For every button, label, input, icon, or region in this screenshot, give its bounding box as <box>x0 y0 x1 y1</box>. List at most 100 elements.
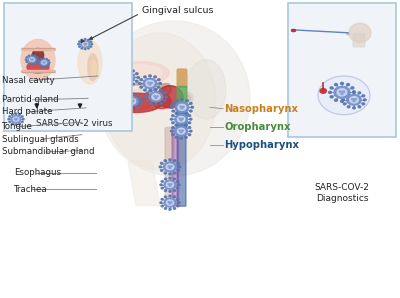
Circle shape <box>161 181 163 182</box>
Circle shape <box>160 170 163 171</box>
Circle shape <box>106 68 108 69</box>
Circle shape <box>13 117 19 121</box>
Circle shape <box>136 73 138 74</box>
Circle shape <box>161 187 163 189</box>
Circle shape <box>26 57 28 58</box>
Ellipse shape <box>32 49 44 62</box>
Circle shape <box>177 187 179 189</box>
Circle shape <box>117 121 119 122</box>
Circle shape <box>177 170 180 171</box>
Circle shape <box>154 96 155 97</box>
Text: Trachea: Trachea <box>14 185 48 194</box>
Circle shape <box>34 55 36 56</box>
Circle shape <box>174 190 176 191</box>
FancyBboxPatch shape <box>288 3 396 137</box>
Circle shape <box>116 104 124 110</box>
Circle shape <box>136 107 138 108</box>
Ellipse shape <box>88 54 98 80</box>
Circle shape <box>110 110 113 112</box>
Circle shape <box>164 92 166 94</box>
Circle shape <box>180 106 181 107</box>
Circle shape <box>91 44 92 45</box>
Circle shape <box>28 55 30 56</box>
Ellipse shape <box>92 60 96 77</box>
Circle shape <box>114 65 122 72</box>
Circle shape <box>185 112 187 114</box>
Circle shape <box>122 108 124 110</box>
Ellipse shape <box>21 40 55 80</box>
Circle shape <box>169 209 171 210</box>
Ellipse shape <box>98 21 250 176</box>
Ellipse shape <box>115 62 169 84</box>
Circle shape <box>168 184 170 185</box>
Circle shape <box>127 78 129 79</box>
Circle shape <box>160 162 163 164</box>
Circle shape <box>38 62 39 63</box>
Ellipse shape <box>183 92 193 104</box>
Circle shape <box>122 60 125 63</box>
Circle shape <box>159 83 162 84</box>
Circle shape <box>107 72 110 74</box>
Circle shape <box>164 100 166 102</box>
Circle shape <box>111 60 114 63</box>
Circle shape <box>140 86 142 88</box>
Circle shape <box>152 94 160 100</box>
Circle shape <box>137 77 140 78</box>
Circle shape <box>351 87 354 89</box>
Circle shape <box>353 91 355 93</box>
Circle shape <box>132 70 134 72</box>
Circle shape <box>22 119 24 120</box>
Circle shape <box>43 58 45 59</box>
Circle shape <box>180 125 182 127</box>
Circle shape <box>330 96 333 98</box>
Circle shape <box>160 103 162 104</box>
Circle shape <box>190 130 192 132</box>
Circle shape <box>175 112 178 114</box>
Text: Esophagus: Esophagus <box>14 168 61 177</box>
Circle shape <box>21 116 23 117</box>
Circle shape <box>174 196 176 198</box>
Circle shape <box>88 48 89 49</box>
Circle shape <box>146 92 148 94</box>
Circle shape <box>160 184 162 186</box>
Text: Tongue: Tongue <box>2 122 33 131</box>
Circle shape <box>175 136 178 138</box>
Circle shape <box>176 100 178 102</box>
Circle shape <box>346 83 350 86</box>
Circle shape <box>36 57 38 58</box>
Circle shape <box>48 60 49 61</box>
Circle shape <box>15 113 17 114</box>
Text: Gingival sulcus: Gingival sulcus <box>142 6 214 15</box>
Circle shape <box>42 61 46 64</box>
Circle shape <box>126 63 129 66</box>
Circle shape <box>334 99 338 101</box>
Ellipse shape <box>153 94 171 109</box>
Circle shape <box>340 100 344 103</box>
Circle shape <box>109 106 112 108</box>
Circle shape <box>172 115 174 117</box>
Circle shape <box>346 99 350 101</box>
Circle shape <box>144 89 146 91</box>
Circle shape <box>126 114 128 116</box>
Circle shape <box>144 96 147 98</box>
Circle shape <box>158 86 160 88</box>
Circle shape <box>179 118 181 119</box>
Circle shape <box>117 76 119 77</box>
Circle shape <box>177 198 179 200</box>
Circle shape <box>79 46 80 47</box>
Circle shape <box>128 68 130 69</box>
Circle shape <box>161 205 163 207</box>
Circle shape <box>341 93 343 94</box>
Circle shape <box>79 41 80 42</box>
Circle shape <box>318 76 370 115</box>
Circle shape <box>188 127 191 128</box>
Circle shape <box>25 59 27 60</box>
Circle shape <box>90 41 92 42</box>
Circle shape <box>164 180 176 189</box>
Circle shape <box>170 118 173 120</box>
Ellipse shape <box>115 110 125 115</box>
Circle shape <box>114 100 116 102</box>
Ellipse shape <box>122 105 134 111</box>
Text: Hard palate: Hard palate <box>2 107 52 116</box>
Ellipse shape <box>110 93 162 113</box>
